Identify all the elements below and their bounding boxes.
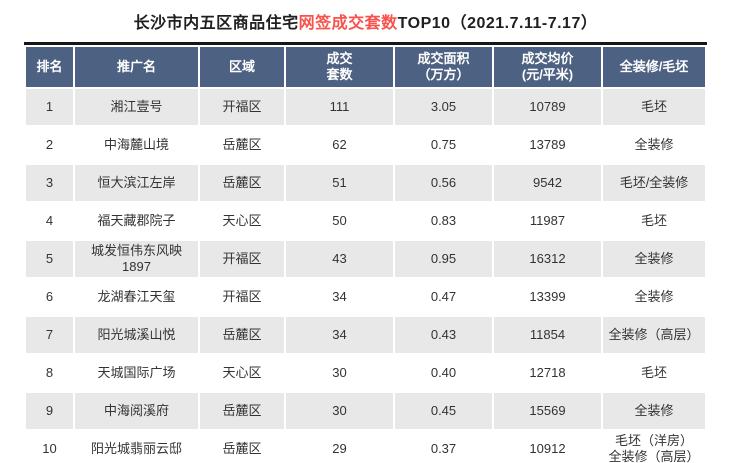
cell-project: 湘江壹号 xyxy=(75,89,198,125)
cell-rank: 9 xyxy=(26,393,73,429)
table-row: 5 城发恒伟东风映1897 开福区 43 0.95 16312 全装修 xyxy=(26,241,705,277)
table-row: 9 中海阅溪府 岳麓区 30 0.45 15569 全装修 xyxy=(26,393,705,429)
page-title: 长沙市内五区商品住宅网签成交套数TOP10（2021.7.11-7.17） xyxy=(0,9,731,33)
table-row: 4 福天藏郡院子 天心区 50 0.83 11987 毛坯 xyxy=(26,203,705,239)
table-row: 1 湘江壹号 开福区 111 3.05 10789 毛坯 xyxy=(26,89,705,125)
cell-rank: 7 xyxy=(26,317,73,353)
table-row: 2 中海麓山境 岳麓区 62 0.75 13789 全装修 xyxy=(26,127,705,163)
cell-price: 11987 xyxy=(494,203,601,239)
cell-units: 50 xyxy=(286,203,393,239)
cell-price: 11854 xyxy=(494,317,601,353)
cell-area: 0.37 xyxy=(395,431,492,463)
cell-district: 岳麓区 xyxy=(200,127,284,163)
cell-area: 0.43 xyxy=(395,317,492,353)
cell-decoration: 全装修 xyxy=(603,127,705,163)
cell-project: 恒大滨江左岸 xyxy=(75,165,198,201)
cell-decoration: 毛坯 xyxy=(603,89,705,125)
cell-area: 0.56 xyxy=(395,165,492,201)
cell-project: 福天藏郡院子 xyxy=(75,203,198,239)
cell-district: 岳麓区 xyxy=(200,165,284,201)
header-cell-project: 推广名 xyxy=(75,47,198,87)
cell-area: 0.83 xyxy=(395,203,492,239)
cell-units: 43 xyxy=(286,241,393,277)
cell-units: 34 xyxy=(286,279,393,315)
title-suffix: TOP10（2021.7.11-7.17） xyxy=(397,15,598,32)
cell-decoration: 全装修 xyxy=(603,279,705,315)
cell-area: 0.40 xyxy=(395,355,492,391)
cell-project: 城发恒伟东风映1897 xyxy=(75,241,198,277)
cell-district: 天心区 xyxy=(200,355,284,391)
cell-units: 62 xyxy=(286,127,393,163)
cell-decoration: 全装修 xyxy=(603,393,705,429)
cell-decoration: 毛坯 xyxy=(603,355,705,391)
header-cell-units: 成交 套数 xyxy=(286,47,393,87)
cell-project: 阳光城翡丽云邸 xyxy=(75,431,198,463)
cell-decoration: 毛坯（洋房） 全装修（高层） xyxy=(603,431,705,463)
cell-area: 0.75 xyxy=(395,127,492,163)
cell-district: 开福区 xyxy=(200,241,284,277)
cell-area: 0.95 xyxy=(395,241,492,277)
header-cell-price: 成交均价 (元/平米) xyxy=(494,47,601,87)
table-body: 1 湘江壹号 开福区 111 3.05 10789 毛坯 2 中海麓山境 岳麓区… xyxy=(26,89,705,463)
cell-district: 岳麓区 xyxy=(200,393,284,429)
cell-district: 开福区 xyxy=(200,89,284,125)
cell-district: 岳麓区 xyxy=(200,431,284,463)
cell-price: 10912 xyxy=(494,431,601,463)
cell-units: 30 xyxy=(286,393,393,429)
cell-area: 3.05 xyxy=(395,89,492,125)
cell-district: 开福区 xyxy=(200,279,284,315)
table-header-row: 排名 推广名 区域 成交 套数 成交面积 （万方） 成交均价 (元/平米) 全装… xyxy=(26,47,705,87)
cell-project: 天城国际广场 xyxy=(75,355,198,391)
header-cell-decoration: 全装修/毛坯 xyxy=(603,47,705,87)
table-row: 8 天城国际广场 天心区 30 0.40 12718 毛坯 xyxy=(26,355,705,391)
cell-decoration: 毛坯/全装修 xyxy=(603,165,705,201)
title-highlight: 网签成交套数 xyxy=(298,15,398,32)
cell-units: 29 xyxy=(286,431,393,463)
cell-rank: 2 xyxy=(26,127,73,163)
cell-rank: 1 xyxy=(26,89,73,125)
cell-price: 13789 xyxy=(494,127,601,163)
cell-rank: 3 xyxy=(26,165,73,201)
cell-price: 9542 xyxy=(494,165,601,201)
cell-rank: 5 xyxy=(26,241,73,277)
header-cell-rank: 排名 xyxy=(26,47,73,87)
cell-units: 30 xyxy=(286,355,393,391)
table-row: 10 阳光城翡丽云邸 岳麓区 29 0.37 10912 毛坯（洋房） 全装修（… xyxy=(26,431,705,463)
table-row: 6 龙湖春江天玺 开福区 34 0.47 13399 全装修 xyxy=(26,279,705,315)
cell-project: 中海麓山境 xyxy=(75,127,198,163)
table-row: 7 阳光城溪山悦 岳麓区 34 0.43 11854 全装修（高层） xyxy=(26,317,705,353)
cell-rank: 6 xyxy=(26,279,73,315)
cell-units: 111 xyxy=(286,89,393,125)
cell-units: 34 xyxy=(286,317,393,353)
table-row: 3 恒大滨江左岸 岳麓区 51 0.56 9542 毛坯/全装修 xyxy=(26,165,705,201)
cell-district: 天心区 xyxy=(200,203,284,239)
cell-price: 13399 xyxy=(494,279,601,315)
cell-area: 0.47 xyxy=(395,279,492,315)
cell-price: 16312 xyxy=(494,241,601,277)
cell-project: 龙湖春江天玺 xyxy=(75,279,198,315)
cell-district: 岳麓区 xyxy=(200,317,284,353)
cell-units: 51 xyxy=(286,165,393,201)
cell-project: 中海阅溪府 xyxy=(75,393,198,429)
header-cell-area: 成交面积 （万方） xyxy=(395,47,492,87)
cell-project: 阳光城溪山悦 xyxy=(75,317,198,353)
cell-decoration: 全装修 xyxy=(603,241,705,277)
cell-decoration: 毛坯 xyxy=(603,203,705,239)
cell-rank: 8 xyxy=(26,355,73,391)
table-header: 排名 推广名 区域 成交 套数 成交面积 （万方） 成交均价 (元/平米) 全装… xyxy=(26,47,705,87)
cell-price: 15569 xyxy=(494,393,601,429)
header-cell-district: 区域 xyxy=(200,47,284,87)
cell-price: 10789 xyxy=(494,89,601,125)
cell-decoration: 全装修（高层） xyxy=(603,317,705,353)
cell-price: 12718 xyxy=(494,355,601,391)
title-prefix: 长沙市内五区商品住宅 xyxy=(133,15,299,32)
cell-rank: 4 xyxy=(26,203,73,239)
cell-rank: 10 xyxy=(26,431,73,463)
cell-area: 0.45 xyxy=(395,393,492,429)
ranking-table: 排名 推广名 区域 成交 套数 成交面积 （万方） 成交均价 (元/平米) 全装… xyxy=(24,42,707,463)
